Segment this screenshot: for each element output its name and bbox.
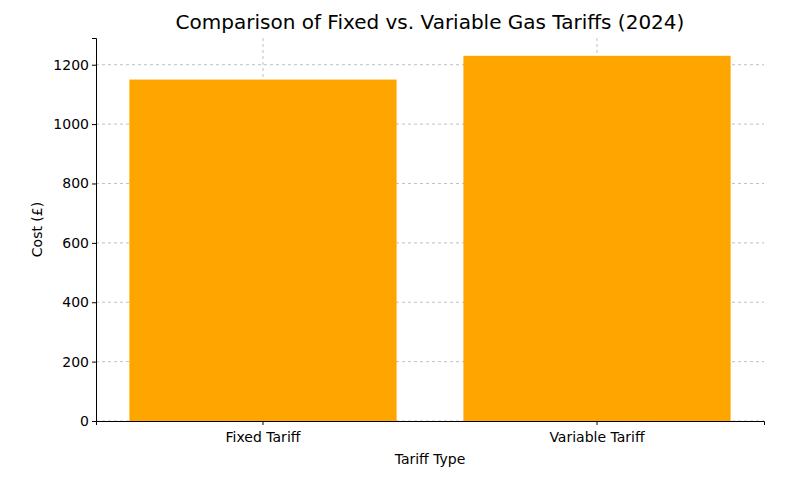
tick-mark bbox=[92, 362, 96, 363]
y-axis-title: Cost (£) bbox=[29, 202, 45, 257]
x-axis-title: Tariff Type bbox=[394, 451, 466, 467]
tick-label: 0 bbox=[80, 413, 89, 429]
tick-mark bbox=[263, 421, 264, 425]
tick: 800 bbox=[62, 175, 96, 191]
axis-line bbox=[97, 422, 765, 426]
bars bbox=[129, 56, 730, 421]
tick-mark bbox=[597, 421, 598, 425]
tick: 1200 bbox=[53, 57, 96, 73]
title: Comparison of Fixed vs. Variable Gas Tar… bbox=[176, 10, 685, 34]
y-axis: 0 200 400 600 800 1000 1200 bbox=[53, 39, 96, 429]
tick-label: 600 bbox=[62, 235, 89, 251]
tick-mark bbox=[92, 302, 96, 303]
tick: 0 bbox=[80, 413, 96, 429]
plot-area: 0 200 400 600 800 1000 1200 Fixed Tariff Variabl… bbox=[53, 38, 764, 445]
tick-label: Fixed Tariff bbox=[226, 429, 301, 445]
tick: 400 bbox=[62, 294, 96, 310]
tick-label: 1200 bbox=[53, 57, 89, 73]
chart-container: 0 200 400 600 800 1000 1200 Fixed Tariff Variabl… bbox=[0, 0, 795, 477]
bar bbox=[129, 80, 396, 421]
tick-label: 400 bbox=[62, 294, 89, 310]
chart-svg: 0 200 400 600 800 1000 1200 Fixed Tariff Variabl… bbox=[0, 0, 795, 477]
tick-label: 1000 bbox=[53, 116, 89, 132]
tick-label: 800 bbox=[62, 175, 89, 191]
tick-label: Variable Tariff bbox=[549, 429, 645, 445]
axis-line bbox=[92, 39, 97, 422]
tick: 200 bbox=[62, 354, 96, 370]
tick: 600 bbox=[62, 235, 96, 251]
tick: Fixed Tariff bbox=[226, 421, 301, 445]
tick-mark bbox=[92, 65, 96, 66]
tick-mark bbox=[92, 421, 96, 422]
tick-mark bbox=[92, 124, 96, 125]
x-axis: Fixed Tariff Variable Tariff bbox=[97, 421, 765, 445]
tick-mark bbox=[92, 183, 96, 184]
bar bbox=[463, 56, 730, 421]
tick: 1000 bbox=[53, 116, 96, 132]
tick-mark bbox=[92, 243, 96, 244]
grid bbox=[96, 38, 764, 421]
tick: Variable Tariff bbox=[549, 421, 645, 445]
tick-label: 200 bbox=[62, 354, 89, 370]
